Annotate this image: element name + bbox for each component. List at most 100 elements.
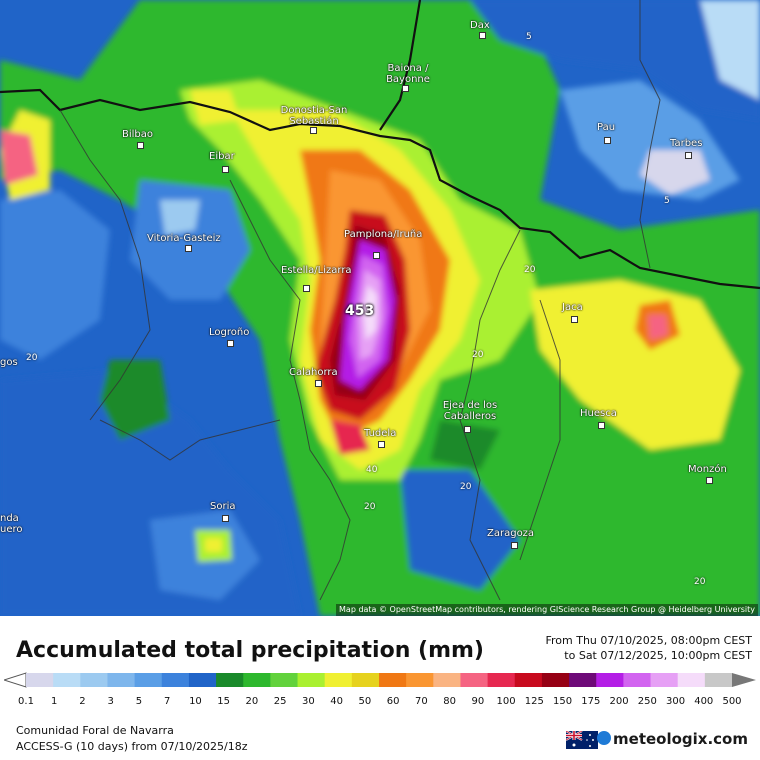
city-label-calahorra: Calahorra xyxy=(289,367,338,378)
contour-label: 40 xyxy=(366,465,378,475)
legend-tick-label: 30 xyxy=(302,696,315,707)
legend-tick-label: 0.1 xyxy=(18,696,34,707)
precipitation-field xyxy=(0,0,760,616)
legend-swatch xyxy=(297,673,326,687)
city-marker xyxy=(685,152,692,159)
legend-tick-label: 10 xyxy=(189,696,202,707)
city-label-monzon: Monzón xyxy=(688,464,727,475)
legend-tick-label: 200 xyxy=(609,696,629,707)
contour-label: 20 xyxy=(524,265,536,275)
legend-tick-label: 25 xyxy=(273,696,287,707)
city-label-dax: Dax xyxy=(470,20,490,31)
region-label: Comunidad Foral de Navarra xyxy=(16,724,174,737)
contour-label: 20 xyxy=(694,577,706,587)
legend-swatch xyxy=(216,673,244,687)
city-label-eibar: Eibar xyxy=(209,151,235,162)
legend-tick-label: 7 xyxy=(164,696,171,707)
legend-swatch xyxy=(487,673,516,687)
legend-tick-label: 40 xyxy=(330,696,343,707)
city-marker xyxy=(227,340,234,347)
brand-logo[interactable]: meteologix.com xyxy=(597,730,748,748)
map-attribution[interactable]: Map data © OpenStreetMap contributors, r… xyxy=(336,604,758,616)
city-label-logrono: Logroño xyxy=(209,327,250,338)
city-label-edge-west: gos xyxy=(0,357,18,368)
legend-tick-label: 2 xyxy=(79,696,86,707)
legend-swatch xyxy=(107,673,136,687)
contour-label: 5 xyxy=(664,196,670,206)
australia-flag-icon xyxy=(566,731,598,749)
legend-tick-label: 20 xyxy=(245,696,259,707)
period-from: From Thu 07/10/2025, 08:00pm CEST xyxy=(545,634,752,647)
model-label: ACCESS-G (10 days) from 07/10/2025/18z xyxy=(16,740,248,753)
city-label-zaragoza: Zaragoza xyxy=(487,528,535,539)
legend-swatch xyxy=(26,673,54,687)
legend-tick-label: 150 xyxy=(553,696,573,707)
legend-tick-label: 300 xyxy=(665,696,686,707)
legend-swatch xyxy=(161,673,190,687)
city-label-soria: Soria xyxy=(210,501,236,512)
city-label-bayonne: Baiona / Bayonne xyxy=(386,63,430,85)
city-marker xyxy=(598,422,605,429)
legend-tick-label: 175 xyxy=(581,696,601,707)
city-label-huesca: Huesca xyxy=(580,408,617,419)
legend-tick-label: 125 xyxy=(524,696,544,707)
contour-label: 20 xyxy=(26,353,38,363)
city-marker xyxy=(185,245,192,252)
legend-arrow-low xyxy=(4,672,27,688)
color-legend xyxy=(4,672,756,688)
legend-tick-label: 3 xyxy=(107,696,114,707)
city-label-san-sebastian: Donostia-San Sebastián xyxy=(280,105,348,127)
city-marker xyxy=(303,285,310,292)
legend-swatch xyxy=(324,673,353,687)
city-label-pau: Pau xyxy=(597,122,616,133)
legend-swatch xyxy=(406,673,434,687)
city-marker xyxy=(706,477,713,484)
legend-swatch xyxy=(650,673,679,687)
city-label-estella: Estella/Lizarra xyxy=(281,265,352,276)
brand-name: meteologix.com xyxy=(613,730,748,748)
chart-title: Accumulated total precipitation (mm) xyxy=(16,638,484,663)
legend-tick-label: 1 xyxy=(51,696,58,707)
city-label-edge-southwest: nda uero xyxy=(0,513,23,535)
city-marker xyxy=(479,32,486,39)
legend-tick-label: 70 xyxy=(414,696,428,707)
city-label-tudela: Tudela xyxy=(364,428,397,439)
legend-swatch xyxy=(677,673,706,687)
city-marker xyxy=(464,426,471,433)
precipitation-map[interactable]: Dax Baiona / Bayonne Donostia-San Sebast… xyxy=(0,0,760,616)
legend-tick-label: 15 xyxy=(217,696,231,707)
legend-swatch xyxy=(134,673,163,687)
city-label-ejea: Ejea de los Caballeros xyxy=(442,400,498,422)
legend-swatch xyxy=(351,673,380,687)
contour-label: 20 xyxy=(460,482,472,492)
contour-label: 20 xyxy=(472,350,484,360)
legend-swatch xyxy=(433,673,461,687)
legend-tick-label: 500 xyxy=(722,696,742,707)
period-to: to Sat 07/12/2025, 10:00pm CEST xyxy=(564,649,752,662)
city-marker xyxy=(378,441,385,448)
legend-tick-label: 5 xyxy=(135,696,143,707)
city-label-pamplona: Pamplona/Iruña xyxy=(344,229,423,240)
legend-tick-label: 250 xyxy=(637,696,657,707)
legend-arrow-high xyxy=(732,673,756,687)
city-marker xyxy=(222,166,229,173)
legend-swatch xyxy=(460,673,489,687)
city-label-bilbao: Bilbao xyxy=(122,129,154,140)
legend-swatch xyxy=(514,673,543,687)
legend-swatch xyxy=(243,673,271,687)
contour-label: 20 xyxy=(364,502,376,512)
city-marker xyxy=(137,142,144,149)
legend-tick-label: 60 xyxy=(386,696,400,707)
legend-swatch xyxy=(541,673,570,687)
city-marker xyxy=(222,515,229,522)
legend-tick-label: 80 xyxy=(443,696,456,707)
city-marker xyxy=(571,316,578,323)
brand-globe-icon xyxy=(597,731,612,745)
legend-tick-label: 100 xyxy=(496,696,516,707)
legend-tick-label: 400 xyxy=(694,696,714,707)
city-label-jaca: Jaca xyxy=(562,302,583,313)
legend-swatch xyxy=(188,673,217,687)
legend-swatch xyxy=(704,673,733,687)
city-marker xyxy=(511,542,518,549)
city-marker xyxy=(604,137,611,144)
